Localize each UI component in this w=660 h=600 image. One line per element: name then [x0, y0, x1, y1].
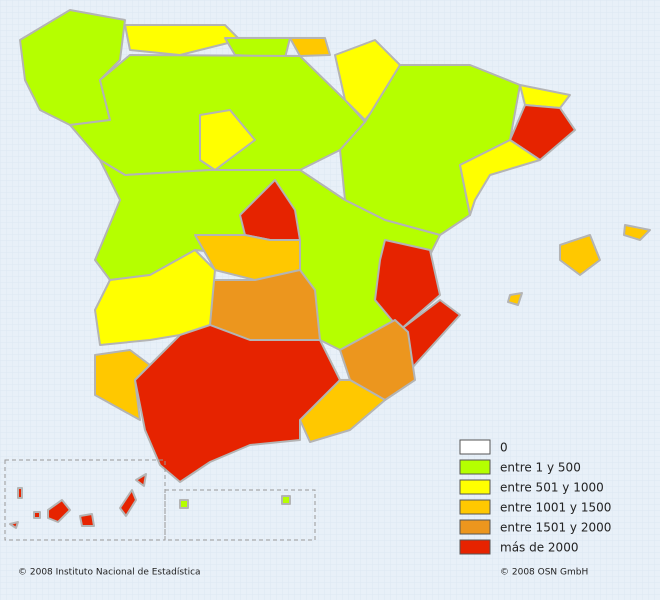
legend-swatch: [459, 459, 491, 475]
legend-label: entre 1 y 500: [500, 461, 581, 475]
legend-label: más de 2000: [500, 541, 578, 555]
canary-islands: [4, 459, 316, 541]
legend-label: entre 501 y 1000: [500, 481, 604, 495]
legend-label: 0: [500, 441, 508, 455]
provinces: [19, 9, 651, 483]
legend-swatch: [459, 539, 491, 555]
legend-swatch: [459, 479, 491, 495]
legend: 0 entre 1 y 500 entre 501 y 1000 entre 1001…: [459, 439, 611, 555]
footer-right: © 2008 OSN GmbH: [500, 568, 588, 578]
footer-left: © 2008 Instituto Nacional de Estadística: [18, 568, 201, 578]
legend-swatch: [459, 499, 491, 515]
legend-label: entre 1501 y 2000: [500, 521, 611, 535]
legend-swatch: [459, 519, 491, 535]
legend-label: entre 1001 y 1500: [500, 501, 611, 515]
legend-swatch: [459, 439, 491, 455]
